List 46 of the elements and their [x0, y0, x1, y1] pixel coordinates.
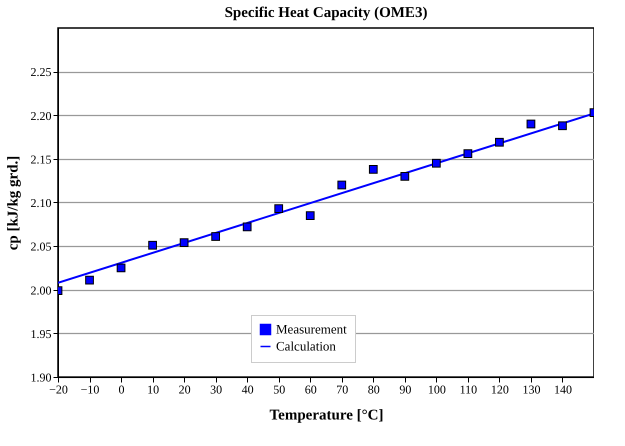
- x-tick-label: 40: [242, 382, 254, 396]
- x-axis-title: Temperature [°C]: [270, 408, 384, 424]
- y-tick-label: 2.00: [30, 283, 52, 298]
- point: [85, 276, 94, 285]
- point: [432, 158, 441, 168]
- x-tick-label: 90: [399, 382, 412, 396]
- legend-label: Measurement: [276, 322, 348, 336]
- point: [211, 232, 220, 241]
- point: [148, 240, 157, 250]
- x-tick-label: 110: [460, 382, 478, 396]
- point: [464, 149, 472, 158]
- y-tick-label: 2.15: [30, 152, 52, 166]
- chart-title: Specific Heat Capacity (OME3): [224, 5, 428, 21]
- legend-label: Calculation: [276, 338, 336, 354]
- point: [368, 164, 378, 174]
- x-tick-label: 100: [428, 382, 446, 396]
- x-tick-label: 20: [178, 382, 191, 396]
- y-tick-label: 1.95: [30, 326, 52, 341]
- point: [495, 138, 504, 147]
- x-tick-label: −10: [80, 382, 100, 396]
- point: [306, 211, 315, 220]
- y-axis-title: cp [kJ/kg grd.]: [6, 156, 22, 250]
- y-tick-label: 2.10: [30, 196, 52, 210]
- y-tick-label: 2.05: [30, 240, 52, 254]
- x-tick-label: 30: [210, 382, 222, 396]
- point: [526, 120, 536, 128]
- point: [337, 180, 346, 190]
- x-tick-label: 0: [118, 382, 125, 396]
- x-tick-label: 140: [554, 382, 572, 396]
- x-tick-label: 10: [147, 382, 160, 396]
- point: [116, 264, 126, 272]
- x-tick-label: 120: [490, 382, 509, 396]
- y-tick-label: 2.20: [30, 108, 52, 123]
- point: [274, 204, 284, 213]
- point: [242, 222, 252, 232]
- y-tick-label: 1.90: [30, 370, 52, 384]
- y-tick-label: 2.25: [30, 65, 52, 80]
- x-tick-label: 50: [273, 382, 286, 396]
- x-tick-label: −20: [49, 382, 68, 396]
- x-tick-label: 70: [336, 382, 348, 396]
- x-tick-label: 80: [368, 382, 380, 396]
- point: [400, 172, 410, 181]
- point: [558, 121, 567, 130]
- x-tick-label: 130: [522, 382, 540, 396]
- x-tick-label: 60: [304, 382, 317, 396]
- point: [180, 238, 188, 248]
